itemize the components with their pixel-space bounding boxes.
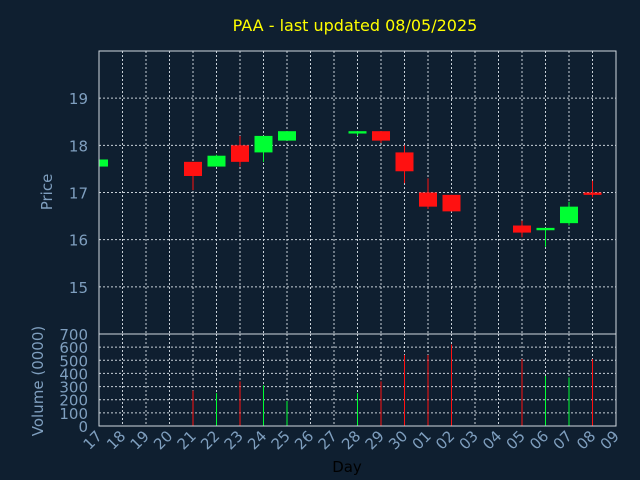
- price-tick-label: 18: [69, 137, 88, 155]
- chart-title: PAA - last updated 08/05/2025: [233, 16, 478, 35]
- price-tick-label: 15: [69, 279, 88, 297]
- volume-bars: [192, 344, 593, 426]
- candle-body: [99, 159, 108, 167]
- volume-tick-label: 400: [59, 365, 88, 383]
- candle-body: [231, 145, 249, 162]
- candle-body: [583, 192, 602, 195]
- candle-body: [184, 161, 202, 176]
- candle-body: [419, 192, 437, 207]
- volume-axis-label: Volume (0000): [29, 326, 47, 436]
- candle-body: [560, 206, 578, 224]
- volume-tick-label: 500: [59, 352, 88, 370]
- candle-body: [395, 152, 414, 172]
- price-axis-label: Price: [38, 174, 56, 211]
- candle-body: [442, 194, 461, 212]
- price-tick-label: 19: [69, 90, 88, 108]
- x-tick-labels: 1718192021222324252627282930010203040506…: [80, 427, 623, 453]
- volume-tick-label: 0: [78, 418, 88, 436]
- price-tick-label: 17: [69, 185, 88, 203]
- price-tick-label: 16: [69, 232, 88, 250]
- volume-tick-label: 700: [59, 326, 88, 344]
- volume-tick-label: 200: [59, 392, 88, 410]
- candle-body: [254, 135, 273, 153]
- x-axis-label: Day: [332, 458, 362, 476]
- price-candles: [98, 131, 602, 247]
- volume-tick-label: 300: [59, 379, 88, 397]
- candle-body: [348, 131, 367, 134]
- candle-body: [372, 131, 390, 141]
- candle-body: [207, 155, 226, 167]
- candle-body: [513, 225, 531, 233]
- volume-tick-label: 100: [59, 405, 88, 423]
- candle-body: [278, 131, 296, 141]
- candle-body: [536, 227, 555, 231]
- volume-plot-border: [98, 333, 617, 427]
- price-tick-labels: 15 16 17 18 19: [69, 90, 88, 297]
- volume-tick-label: 600: [59, 339, 88, 357]
